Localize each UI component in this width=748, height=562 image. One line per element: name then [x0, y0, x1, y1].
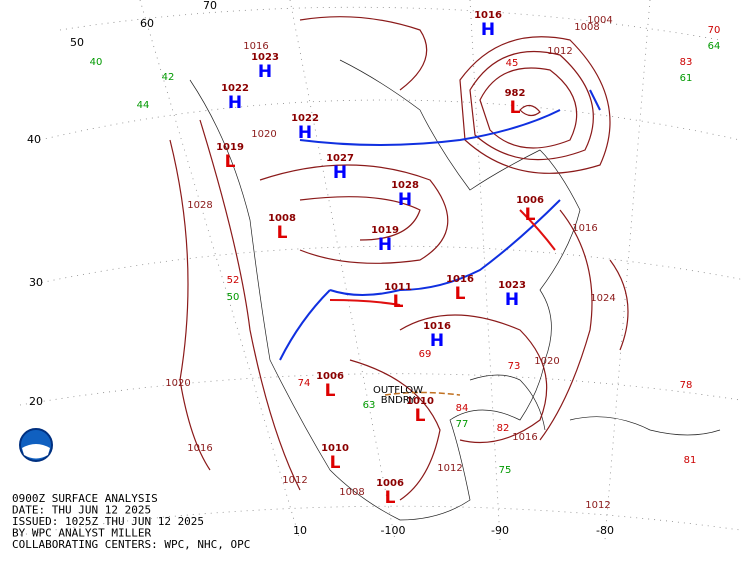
pressure-value: 1027: [326, 153, 354, 164]
station-value: 84: [456, 403, 469, 414]
latitude-label: 40: [27, 133, 41, 146]
isobar-label: 1020: [165, 378, 190, 389]
station-value: 77: [456, 419, 469, 430]
pressure-value: 1022: [221, 83, 249, 94]
pressure-symbol: H: [430, 331, 444, 351]
isobar-label: 1016: [572, 223, 597, 234]
pressure-symbol: L: [225, 152, 236, 172]
station-value: 40: [90, 57, 103, 68]
station-value: 69: [419, 349, 432, 360]
pressure-value: 1019: [371, 225, 399, 236]
pressure-symbol: H: [505, 290, 519, 310]
latitude-label: 60: [140, 17, 154, 30]
station-value: 74: [298, 378, 311, 389]
station-value: 45: [506, 58, 519, 69]
pressure-symbol: L: [277, 223, 288, 243]
isobar-label: 1012: [585, 500, 610, 511]
fronts: [279, 89, 601, 396]
latitude-label: 70: [203, 0, 217, 12]
pressure-value: 1016: [423, 321, 451, 332]
pressure-symbol: L: [455, 284, 466, 304]
footer-line: DATE: THU JUN 12 2025: [12, 504, 151, 517]
pressure-symbol: H: [228, 93, 242, 113]
coastlines: [189, 59, 721, 521]
pressure-value: 1023: [498, 280, 526, 291]
longitude-label: -100: [381, 524, 406, 537]
station-value: 70: [708, 25, 721, 36]
longitude-label: -90: [491, 524, 509, 537]
isobar-label: 1024: [590, 293, 615, 304]
station-value: 83: [680, 57, 693, 68]
pressure-value: 1022: [291, 113, 319, 124]
station-value: 63: [363, 400, 376, 411]
pressure-value: 1023: [251, 52, 279, 63]
station-value: 73: [508, 361, 521, 372]
isobar-label: 1016: [512, 432, 537, 443]
pressure-value: 1006: [376, 478, 404, 489]
pressure-value: 1019: [216, 142, 244, 153]
isobar-label: 1012: [282, 475, 307, 486]
isobar-label: 1004: [587, 15, 612, 26]
annotation: OUTFLOW: [373, 385, 423, 396]
pressure-value: 1006: [316, 371, 344, 382]
footer-line: COLLABORATING CENTERS: WPC, NHC, OPC: [12, 538, 250, 551]
isobar-label: 1016: [187, 443, 212, 454]
pressure-value: 1011: [384, 282, 412, 293]
latitude-label: 50: [70, 36, 84, 49]
station-value: 61: [680, 73, 693, 84]
latitude-label: 20: [29, 395, 43, 408]
pressure-symbol: H: [398, 190, 412, 210]
latitude-label: 10: [293, 524, 307, 537]
station-value: 44: [137, 100, 150, 111]
annotation: BNDRY: [381, 395, 416, 406]
isobars: [169, 16, 629, 501]
pressure-value: 1016: [446, 274, 474, 285]
graticule: [19, 0, 746, 541]
footer-line: 0900Z SURFACE ANALYSIS: [12, 492, 158, 505]
station-value: 52: [227, 275, 240, 286]
pressure-symbol: L: [325, 381, 336, 401]
pressure-value: 1016: [474, 10, 502, 21]
station-value: 82: [497, 423, 510, 434]
footer-line: BY WPC ANALYST MILLER: [12, 527, 151, 540]
isobar-label: 1012: [547, 46, 572, 57]
isobar-label: 1008: [339, 487, 364, 498]
longitude-label: -80: [596, 524, 614, 537]
pressure-symbol: H: [333, 163, 347, 183]
pressure-value: 1010: [406, 396, 434, 407]
isobar-label: 1016: [243, 41, 268, 52]
isobar-label: 1020: [534, 356, 559, 367]
station-value: 42: [162, 72, 175, 83]
pressure-symbol: L: [330, 453, 341, 473]
station-value: 81: [684, 455, 697, 466]
isobar-label: 1008: [574, 22, 599, 33]
pressure-symbol: H: [298, 123, 312, 143]
pressure-value: 1006: [516, 195, 544, 206]
isobar-label: 1020: [251, 129, 276, 140]
isobar-label: 1028: [187, 200, 212, 211]
pressure-value: 982: [505, 88, 526, 99]
station-value: 78: [680, 380, 693, 391]
isobar-label: 1012: [437, 463, 462, 474]
pressure-value: 1008: [268, 213, 296, 224]
station-value: 64: [708, 41, 721, 52]
station-value: 50: [227, 292, 240, 303]
pressure-symbol: L: [415, 406, 426, 426]
pressure-symbol: H: [378, 235, 392, 255]
pressure-symbol: H: [481, 20, 495, 40]
noaa-logo: [19, 428, 53, 462]
station-value: 75: [499, 465, 512, 476]
footer-line: ISSUED: 1025Z THU JUN 12 2025: [12, 515, 204, 528]
pressure-value: 1010: [321, 443, 349, 454]
pressure-symbol: L: [525, 205, 536, 225]
pressure-symbol: H: [258, 62, 272, 82]
latitude-label: 30: [29, 276, 43, 289]
pressure-symbol: L: [393, 292, 404, 312]
pressure-value: 1028: [391, 180, 419, 191]
pressure-symbol: L: [510, 98, 521, 118]
pressure-symbol: L: [385, 488, 396, 508]
